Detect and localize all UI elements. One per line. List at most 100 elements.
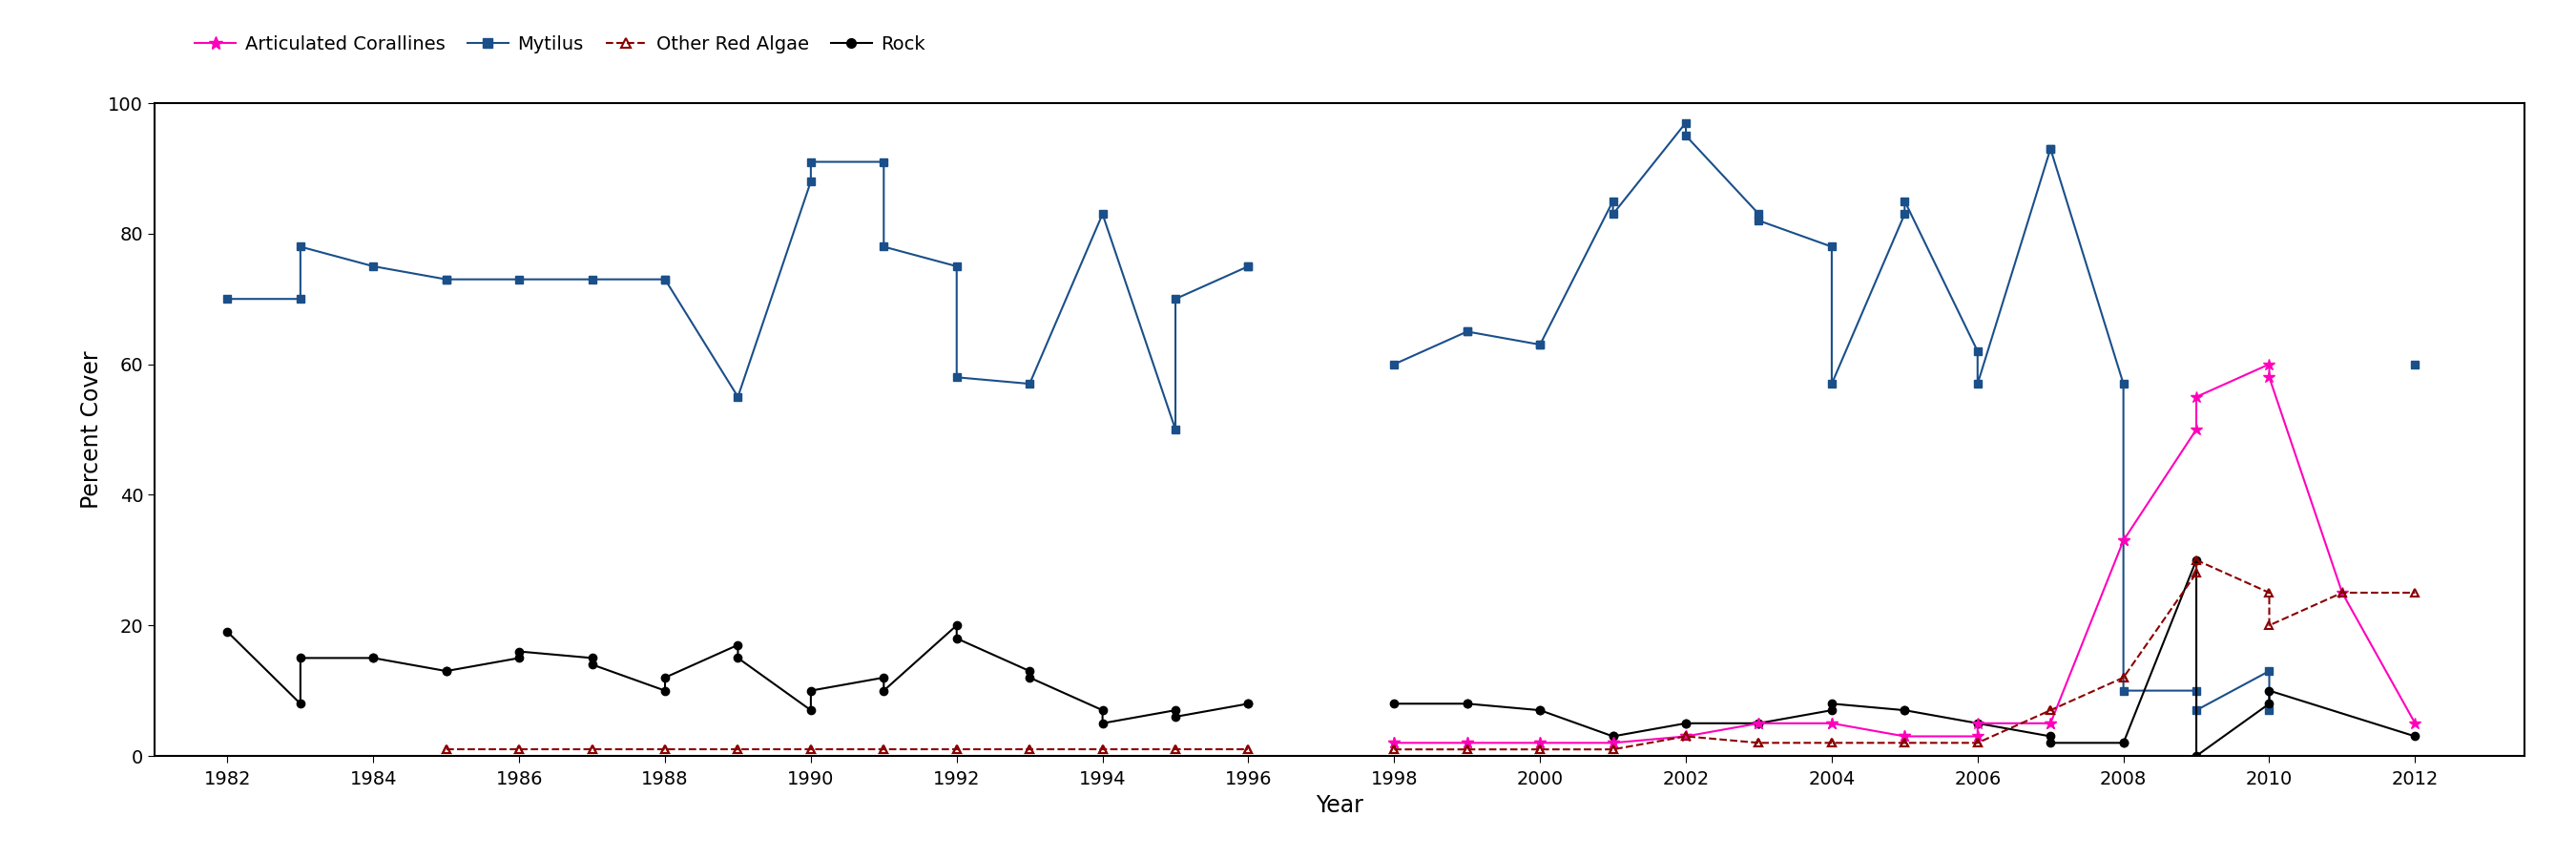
Rock [286, 653, 317, 663]
Other Red Algae [1087, 744, 1118, 754]
Mytilus [1015, 379, 1046, 389]
Rock [211, 627, 242, 637]
Mytilus [286, 241, 317, 252]
Mytilus [577, 274, 608, 284]
Articulated Corallines [1453, 738, 1484, 748]
Line: Rock: Rock [224, 621, 1252, 728]
Articulated Corallines [1378, 738, 1409, 748]
Mytilus [940, 372, 971, 382]
Articulated Corallines [2182, 424, 2213, 435]
Rock [721, 653, 752, 663]
Rock [649, 685, 680, 696]
Other Red Algae [1087, 744, 1118, 754]
Rock [358, 653, 389, 663]
Mytilus [796, 176, 827, 186]
Mytilus [286, 294, 317, 304]
Other Red Algae [1159, 744, 1190, 754]
Rock [796, 705, 827, 716]
Rock [1087, 705, 1118, 716]
Articulated Corallines [1669, 731, 1700, 741]
Articulated Corallines [2035, 718, 2066, 728]
Other Red Algae [721, 744, 752, 754]
Rock [1234, 698, 1265, 709]
Articulated Corallines [1816, 718, 1847, 728]
Mytilus [1159, 294, 1190, 304]
Mytilus [868, 241, 899, 252]
Articulated Corallines [1453, 738, 1484, 748]
Line: Mytilus: Mytilus [224, 158, 1252, 434]
Articulated Corallines [2401, 718, 2432, 728]
Other Red Algae [430, 744, 461, 754]
Rock [577, 660, 608, 670]
Mytilus [1234, 261, 1265, 271]
Rock [721, 640, 752, 650]
Other Red Algae [505, 744, 536, 754]
Other Red Algae [940, 744, 971, 754]
Articulated Corallines [1816, 718, 1847, 728]
Other Red Algae [430, 744, 461, 754]
Rock [505, 653, 536, 663]
Line: Other Red Algae: Other Red Algae [443, 746, 1252, 753]
Y-axis label: Percent Cover: Percent Cover [80, 350, 103, 509]
Rock [505, 646, 536, 656]
Mytilus [505, 274, 536, 284]
Mytilus [1087, 209, 1118, 219]
Articulated Corallines [1525, 738, 1556, 748]
Mytilus [358, 261, 389, 271]
Rock [1087, 718, 1118, 728]
Other Red Algae [868, 744, 899, 754]
Other Red Algae [649, 744, 680, 754]
Rock [430, 666, 461, 676]
Mytilus [649, 274, 680, 284]
Other Red Algae [940, 744, 971, 754]
Mytilus [1159, 424, 1190, 435]
Articulated Corallines [2326, 588, 2357, 598]
Articulated Corallines [1744, 718, 1775, 728]
Articulated Corallines [2254, 372, 2285, 382]
Rock [868, 673, 899, 683]
Other Red Algae [505, 744, 536, 754]
Legend: Articulated Corallines, Mytilus, Other Red Algae, Rock: Articulated Corallines, Mytilus, Other R… [188, 27, 933, 60]
Other Red Algae [721, 744, 752, 754]
Articulated Corallines [1597, 738, 1628, 748]
Articulated Corallines [1597, 738, 1628, 748]
Rock [940, 620, 971, 631]
Other Red Algae [577, 744, 608, 754]
Articulated Corallines [1888, 731, 1919, 741]
Articulated Corallines [1744, 718, 1775, 728]
Mytilus [796, 156, 827, 167]
Mytilus [940, 261, 971, 271]
Articulated Corallines [2254, 359, 2285, 369]
Other Red Algae [796, 744, 827, 754]
Rock [1159, 711, 1190, 722]
Rock [286, 698, 317, 709]
Rock [430, 666, 461, 676]
Other Red Algae [1015, 744, 1046, 754]
Line: Articulated Corallines: Articulated Corallines [1388, 358, 2421, 749]
Other Red Algae [1234, 744, 1265, 754]
Rock [868, 685, 899, 696]
Rock [940, 633, 971, 643]
Mytilus [430, 274, 461, 284]
Articulated Corallines [1525, 738, 1556, 748]
Other Red Algae [1015, 744, 1046, 754]
Mytilus [868, 156, 899, 167]
Articulated Corallines [1669, 731, 1700, 741]
Other Red Algae [796, 744, 827, 754]
Articulated Corallines [1963, 731, 1994, 741]
Articulated Corallines [2182, 392, 2213, 402]
Articulated Corallines [1963, 718, 1994, 728]
Rock [796, 685, 827, 696]
X-axis label: Year: Year [1316, 794, 1363, 817]
Mytilus [430, 274, 461, 284]
Rock [1159, 705, 1190, 716]
Other Red Algae [577, 744, 608, 754]
Rock [1015, 666, 1046, 676]
Articulated Corallines [1888, 731, 1919, 741]
Rock [577, 653, 608, 663]
Articulated Corallines [1378, 738, 1409, 748]
Other Red Algae [1159, 744, 1190, 754]
Other Red Algae [649, 744, 680, 754]
Articulated Corallines [2035, 718, 2066, 728]
Mytilus [721, 392, 752, 402]
